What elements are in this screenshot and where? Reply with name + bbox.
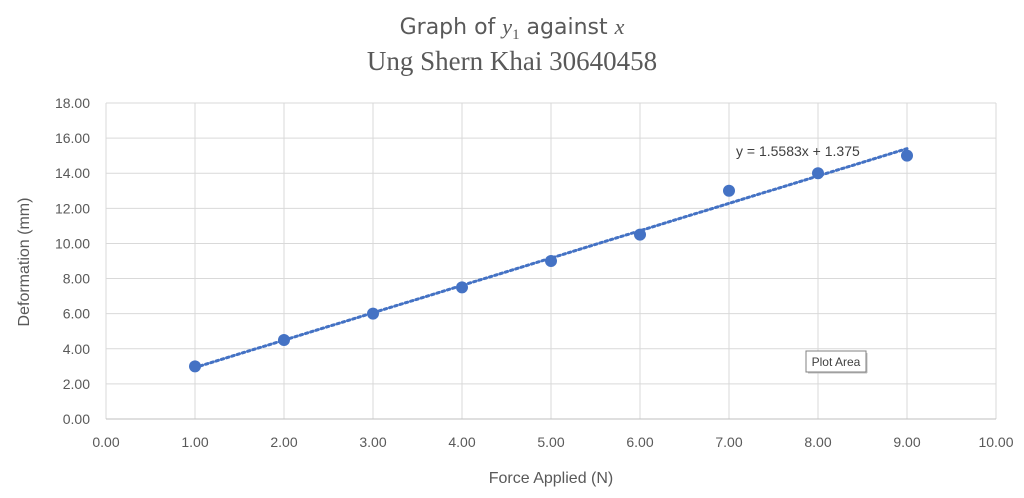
data-point	[723, 184, 735, 197]
chart-title: Graph of y1 against x	[400, 14, 625, 43]
y-tick-label: 8.00	[63, 271, 90, 287]
x-tick-label: 0.00	[92, 434, 119, 450]
x-tick-label: 3.00	[359, 434, 386, 450]
y-tick-label: 2.00	[63, 376, 90, 392]
y-axis-label: Deformation (mm)	[16, 198, 33, 327]
x-tick-label: 4.00	[448, 434, 475, 450]
data-point	[901, 149, 913, 162]
y-tick-label: 0.00	[63, 411, 90, 427]
data-point	[812, 167, 824, 180]
x-tick-label: 5.00	[537, 434, 564, 450]
x-tick-label: 6.00	[626, 434, 653, 450]
x-tick-label: 8.00	[804, 434, 831, 450]
y-tick-label: 12.00	[55, 200, 90, 216]
plot-area-tooltip: Plot Area	[805, 350, 868, 374]
x-axis-label: Force Applied (N)	[489, 470, 614, 487]
data-point	[278, 334, 290, 346]
chart-subtitle: Ung Shern Khai 30640458	[367, 46, 657, 76]
x-tick-label: 9.00	[893, 434, 920, 450]
y-tick-label: 4.00	[63, 341, 90, 357]
y-tick-label: 16.00	[55, 130, 90, 146]
svg-text:Plot Area: Plot Area	[812, 355, 861, 369]
plot-area[interactable]: 0.00 1.00 2.00 3.00 4.00 5.00 6.00 7.00 8.00 9.00…	[55, 95, 1014, 450]
data-point	[545, 255, 557, 267]
x-tick-label: 2.00	[270, 434, 297, 450]
trendline-equation: y = 1.5583x + 1.375	[736, 143, 860, 159]
x-tick-label: 1.00	[181, 434, 208, 450]
y-tick-label: 10.00	[55, 235, 90, 251]
data-point	[456, 281, 468, 294]
y-tick-label: 18.00	[55, 95, 90, 111]
y-tick-label: 6.00	[63, 306, 90, 322]
y-tick-label: 14.00	[55, 165, 90, 181]
data-point	[189, 360, 201, 373]
data-point	[367, 307, 379, 320]
data-point	[634, 228, 646, 241]
x-tick-label: 10.00	[978, 434, 1013, 450]
x-tick-label: 7.00	[715, 434, 742, 450]
